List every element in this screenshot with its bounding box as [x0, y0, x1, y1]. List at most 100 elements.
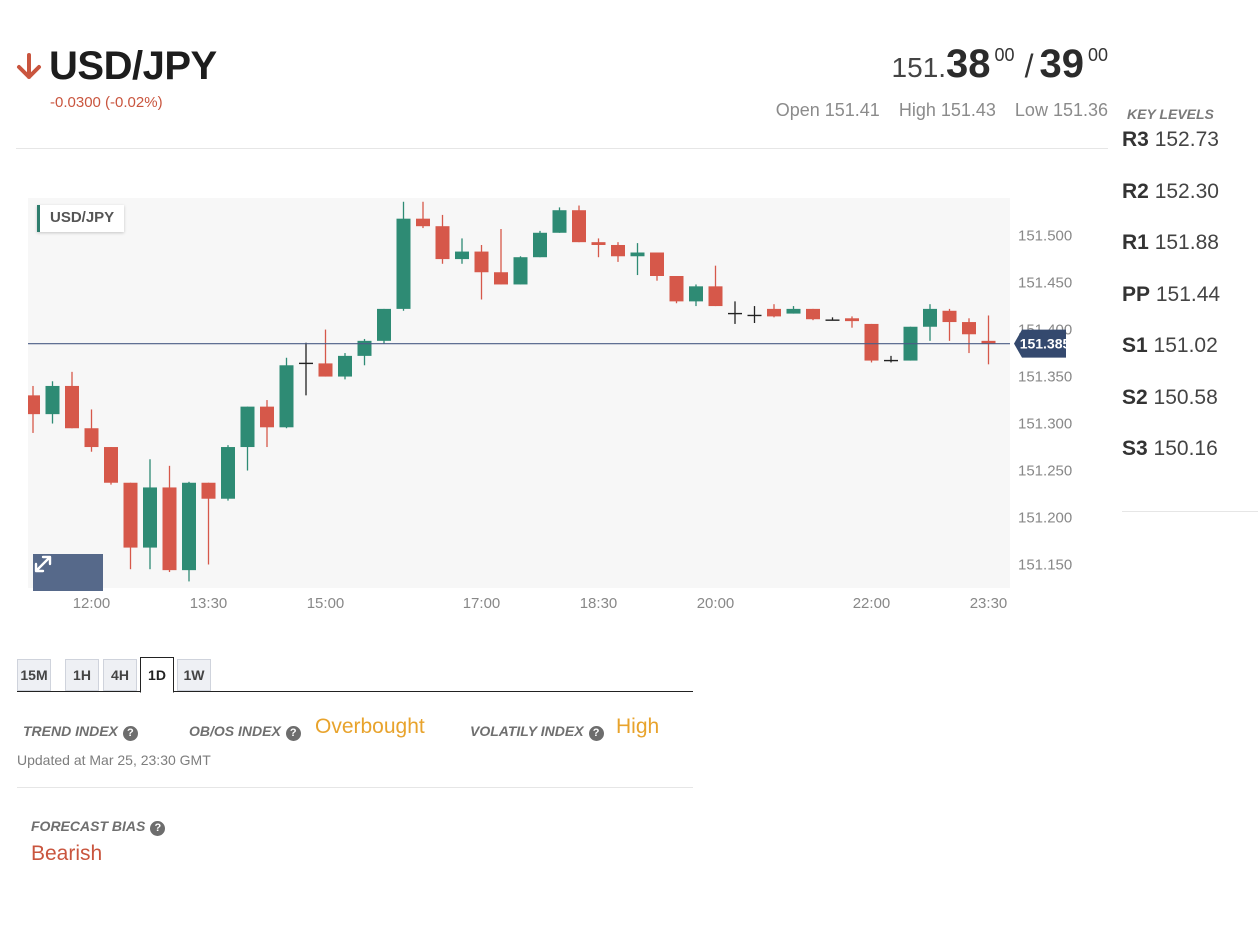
- ask-price-pips: 00: [1087, 45, 1108, 65]
- candle-body: [104, 447, 118, 483]
- obos-index-value: Overbought: [315, 715, 425, 738]
- price-chart[interactable]: 151.500151.450151.400151.350151.300151.2…: [28, 196, 1088, 620]
- help-icon[interactable]: ?: [150, 821, 166, 836]
- candle-body: [786, 308, 801, 314]
- candle-body: [708, 286, 723, 307]
- candle-body: [260, 406, 274, 428]
- key-level-s3: S3 150.16: [1122, 437, 1258, 489]
- candle-body: [611, 244, 625, 257]
- updated-timestamp: Updated at Mar 25, 23:30 GMT: [17, 752, 211, 768]
- candle-body: [981, 340, 996, 344]
- instrument-header: USD/JPY -0.0300 (-0.02%) 151.38 00/39 00 O…: [0, 0, 1258, 150]
- quote-separator: /: [1024, 48, 1034, 84]
- candle-body: [806, 308, 820, 320]
- candle-body: [279, 365, 294, 428]
- key-level-value: 150.16: [1153, 437, 1218, 460]
- expand-chart-button[interactable]: [33, 554, 103, 591]
- tab-4h[interactable]: 4H: [103, 659, 137, 691]
- forecast-bias-label: FORECAST BIAS?: [31, 818, 166, 836]
- bid-price-lead: 151.: [891, 52, 947, 83]
- key-level-value: 152.73: [1154, 128, 1219, 151]
- open-value: Open 151.41: [775, 100, 880, 120]
- candle-body: [143, 487, 157, 548]
- key-level-value: 152.30: [1154, 179, 1219, 203]
- candle-body: [494, 272, 508, 285]
- candle-body: [669, 276, 684, 302]
- x-tick-label: 20:00: [697, 595, 735, 612]
- candle-body: [182, 482, 196, 571]
- help-icon[interactable]: ?: [588, 726, 604, 741]
- candle-body: [221, 447, 235, 499]
- help-icon[interactable]: ?: [122, 726, 138, 741]
- candle-body: [84, 428, 99, 448]
- y-tick-label: 151.500: [1018, 228, 1072, 245]
- timeframe-tabs: 15M 1H 4H 1D 1W: [17, 657, 693, 693]
- candle-body: [435, 226, 450, 260]
- key-levels-divider: [1122, 511, 1258, 512]
- candle-body: [923, 308, 937, 327]
- key-level-name: PP: [1122, 282, 1151, 306]
- candlestick-chart[interactable]: 151.500151.450151.400151.350151.300151.2…: [28, 196, 1088, 620]
- key-level-value: 151.44: [1155, 282, 1221, 306]
- candle-body: [455, 251, 469, 260]
- tab-1h[interactable]: 1H: [65, 659, 99, 691]
- tab-1w[interactable]: 1W: [177, 659, 211, 691]
- candle-body: [162, 487, 177, 571]
- candle-body: [396, 218, 411, 309]
- candle-body: [572, 210, 586, 243]
- y-tick-label: 151.300: [1018, 416, 1072, 433]
- section-divider: [17, 787, 693, 788]
- candle-body: [416, 218, 430, 227]
- candle-body: [864, 323, 879, 361]
- candle-body: [513, 257, 528, 285]
- tab-15m[interactable]: 15M: [17, 659, 51, 691]
- current-price-label: 151.385: [1020, 336, 1071, 352]
- candle-body: [240, 406, 255, 448]
- x-tick-label: 17:00: [463, 595, 501, 612]
- key-level-s2: S2 150.58: [1122, 386, 1258, 438]
- key-levels-panel: KEY LEVELS R3 152.73 R2 152.30 R1 151.88…: [1122, 106, 1258, 489]
- candle-body: [357, 340, 372, 356]
- x-tick-label: 22:00: [853, 595, 891, 612]
- key-level-pp: PP 151.44: [1122, 283, 1258, 335]
- volatility-index-label: VOLATILY INDEX?: [470, 723, 604, 741]
- candle-body: [552, 210, 567, 233]
- bid-price-pips: 00: [994, 45, 1015, 65]
- key-level-s1: S1 151.02: [1122, 334, 1258, 386]
- x-tick-label: 13:30: [190, 595, 228, 612]
- key-level-r1: R1 151.88: [1122, 231, 1258, 283]
- y-tick-label: 151.350: [1018, 369, 1072, 386]
- x-tick-label: 18:30: [580, 595, 618, 612]
- low-value: Low 151.36: [1014, 100, 1108, 120]
- trend-index-label: TREND INDEX?: [23, 723, 138, 741]
- expand-icon: [34, 555, 52, 573]
- price-change: -0.0300 (-0.02%): [50, 94, 163, 111]
- candle-body: [845, 318, 859, 322]
- key-level-name: R1: [1122, 231, 1149, 254]
- candle-body: [650, 252, 664, 276]
- candle-body: [377, 308, 391, 341]
- candle-body: [65, 385, 79, 429]
- candle-body: [45, 385, 60, 415]
- tab-1d[interactable]: 1D: [140, 657, 174, 693]
- key-levels-title: KEY LEVELS: [1127, 106, 1214, 122]
- y-tick-label: 151.250: [1018, 463, 1072, 480]
- arrow-down-icon: [17, 53, 41, 79]
- candle-body: [533, 232, 547, 258]
- candle-body: [962, 322, 976, 335]
- ask-price-big: 39: [1039, 42, 1084, 86]
- x-tick-label: 23:30: [970, 595, 1008, 612]
- candle-body: [591, 242, 606, 245]
- key-level-r2: R2 152.30: [1122, 180, 1258, 232]
- indices-row: TREND INDEX? OB/OS INDEX? Overbought VOL…: [23, 713, 703, 745]
- candle-body: [201, 482, 216, 499]
- help-icon[interactable]: ?: [285, 726, 301, 741]
- key-level-name: S3: [1122, 437, 1148, 460]
- key-level-value: 151.02: [1153, 334, 1218, 357]
- candle-body: [689, 286, 703, 302]
- candle-body: [338, 355, 352, 377]
- pair-title: USD/JPY: [49, 44, 217, 88]
- key-level-name: R3: [1122, 128, 1149, 151]
- chart-symbol-label: USD/JPY: [37, 205, 125, 232]
- candle-body: [28, 395, 40, 415]
